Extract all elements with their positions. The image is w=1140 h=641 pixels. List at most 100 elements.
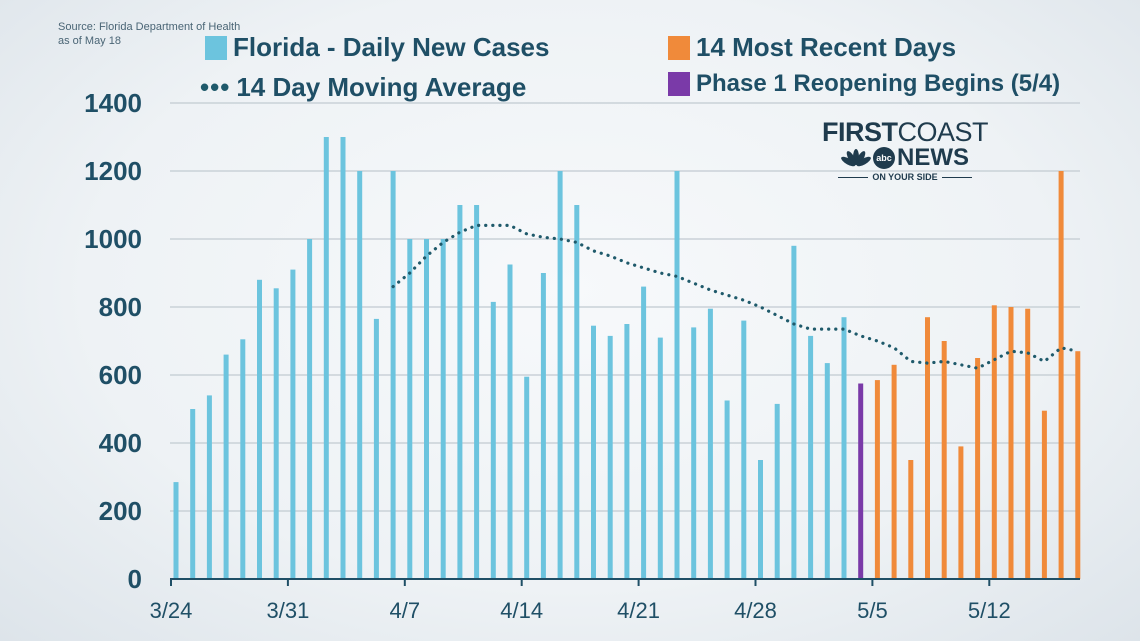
- first-coast-news-logo: FIRSTCOAST abc NEWS ON YOUR SIDE: [816, 118, 994, 182]
- logo-news: NEWS: [897, 144, 969, 171]
- legend-average-dots: •••: [200, 72, 231, 102]
- daily-case-bar: [674, 171, 680, 579]
- daily-case-bar: [173, 482, 179, 579]
- y-tick-label: 200: [99, 496, 142, 526]
- y-tick-labels: 0 200 400 600 800 1000 1200 1400: [84, 88, 142, 594]
- peacock-icon: [841, 149, 871, 167]
- legend-recent-swatch: [668, 35, 690, 60]
- daily-case-bar: [791, 245, 797, 580]
- source-line: Source: Florida Department of Health: [58, 21, 241, 33]
- logo-tagline-row: ON YOUR SIDE: [816, 172, 994, 182]
- legend-phase-swatch: [668, 72, 690, 96]
- x-tick-label: 5/5: [857, 598, 888, 623]
- daily-case-bar: [290, 269, 296, 579]
- x-tick-label: 4/7: [390, 598, 421, 623]
- bars: [173, 137, 1081, 580]
- legend-average-label: 14 Day Moving Average: [236, 72, 527, 102]
- y-tick-label: 1200: [84, 156, 142, 186]
- daily-case-bar: [724, 400, 730, 579]
- daily-case-bar: [591, 325, 596, 579]
- daily-case-bar: [273, 288, 279, 579]
- daily-case-bar: [390, 171, 396, 579]
- x-tick-label: 3/24: [150, 598, 193, 623]
- legend-average: ••• 14 Day Moving Average: [200, 72, 526, 103]
- recent-day-bar: [941, 341, 947, 579]
- recent-day-bar: [908, 460, 914, 579]
- daily-case-bar: [691, 327, 697, 579]
- daily-case-bar: [507, 264, 513, 579]
- daily-case-bar: [624, 324, 630, 579]
- daily-case-bar: [223, 354, 229, 579]
- recent-day-bar: [1075, 351, 1081, 579]
- daily-case-bar: [707, 308, 713, 579]
- daily-case-bar: [574, 205, 580, 579]
- daily-case-bar: [641, 286, 647, 579]
- x-tick-label: 4/28: [734, 598, 777, 623]
- x-tick-label: 5/12: [968, 598, 1011, 623]
- y-tick-label: 0: [128, 564, 142, 594]
- daily-case-bar: [407, 239, 413, 579]
- legend-daily: Florida - Daily New Cases: [205, 32, 549, 63]
- y-tick-label: 800: [99, 292, 142, 322]
- daily-case-bar: [373, 318, 379, 579]
- moving-average-line: [391, 223, 1080, 370]
- daily-case-bar: [841, 317, 847, 579]
- tagline-rule-right: [941, 176, 972, 178]
- recent-day-bar: [958, 446, 964, 579]
- daily-case-bar: [657, 337, 663, 579]
- abc-icon: abc: [873, 147, 895, 169]
- moving-average-path: [391, 223, 1080, 370]
- source-note: Source: Florida Department of Health as …: [58, 20, 240, 48]
- logo-first: FIRST: [821, 117, 898, 147]
- legend-phase: Phase 1 Reopening Begins (5/4): [668, 70, 1060, 98]
- daily-case-bar: [307, 239, 313, 579]
- recent-day-bar: [1008, 307, 1014, 579]
- recent-day-bar: [1058, 171, 1064, 579]
- y-tick-label: 1400: [84, 88, 142, 118]
- tagline-rule-left: [838, 176, 869, 178]
- recent-day-bar: [975, 358, 981, 579]
- recent-day-bar: [874, 380, 880, 579]
- daily-case-bar: [206, 395, 212, 579]
- daily-case-bar: [440, 239, 446, 579]
- y-tick-label: 600: [99, 360, 142, 390]
- daily-case-bar: [524, 376, 530, 579]
- recent-day-bar: [925, 317, 930, 579]
- phase-reopening-bar: [858, 383, 864, 579]
- daily-case-bar: [240, 339, 246, 579]
- daily-case-bar: [607, 335, 613, 579]
- x-tick-label: 4/14: [500, 598, 543, 623]
- daily-case-bar: [457, 205, 463, 579]
- daily-case-bar: [190, 409, 196, 579]
- legend-phase-label: Phase 1 Reopening Begins (5/4): [696, 70, 1061, 97]
- daily-case-bar: [340, 137, 346, 579]
- legend-daily-label: Florida - Daily New Cases: [233, 32, 550, 62]
- legend-daily-swatch: [205, 35, 227, 60]
- recent-day-bar: [891, 364, 897, 579]
- as-of-date: as of May 18: [58, 35, 121, 47]
- recent-day-bar: [991, 305, 997, 579]
- logo-top: FIRSTCOAST: [816, 118, 994, 146]
- daily-case-bar: [424, 239, 429, 579]
- y-tick-label: 400: [99, 428, 142, 458]
- daily-case-bar: [490, 301, 496, 579]
- daily-case-bar: [774, 403, 780, 579]
- logo-mid: abc NEWS: [816, 146, 994, 170]
- x-tick-label: 4/21: [617, 598, 660, 623]
- logo-tagline: ON YOUR SIDE: [872, 172, 938, 182]
- x-axis: 3/24 3/31 4/7 4/14 4/21 4/28 5/5 5/12: [150, 578, 1080, 623]
- recent-day-bar: [1025, 308, 1031, 579]
- daily-case-bar: [808, 335, 814, 579]
- logo-coast: COAST: [897, 117, 988, 147]
- daily-case-bar: [474, 205, 480, 579]
- daily-case-bar: [357, 171, 363, 579]
- daily-case-bar: [758, 460, 763, 579]
- daily-case-bar: [540, 273, 546, 579]
- daily-case-bar: [741, 320, 747, 579]
- x-tick-label: 3/31: [266, 598, 309, 623]
- daily-case-bar: [257, 279, 262, 579]
- daily-case-bar: [557, 171, 563, 579]
- y-tick-label: 1000: [84, 224, 142, 254]
